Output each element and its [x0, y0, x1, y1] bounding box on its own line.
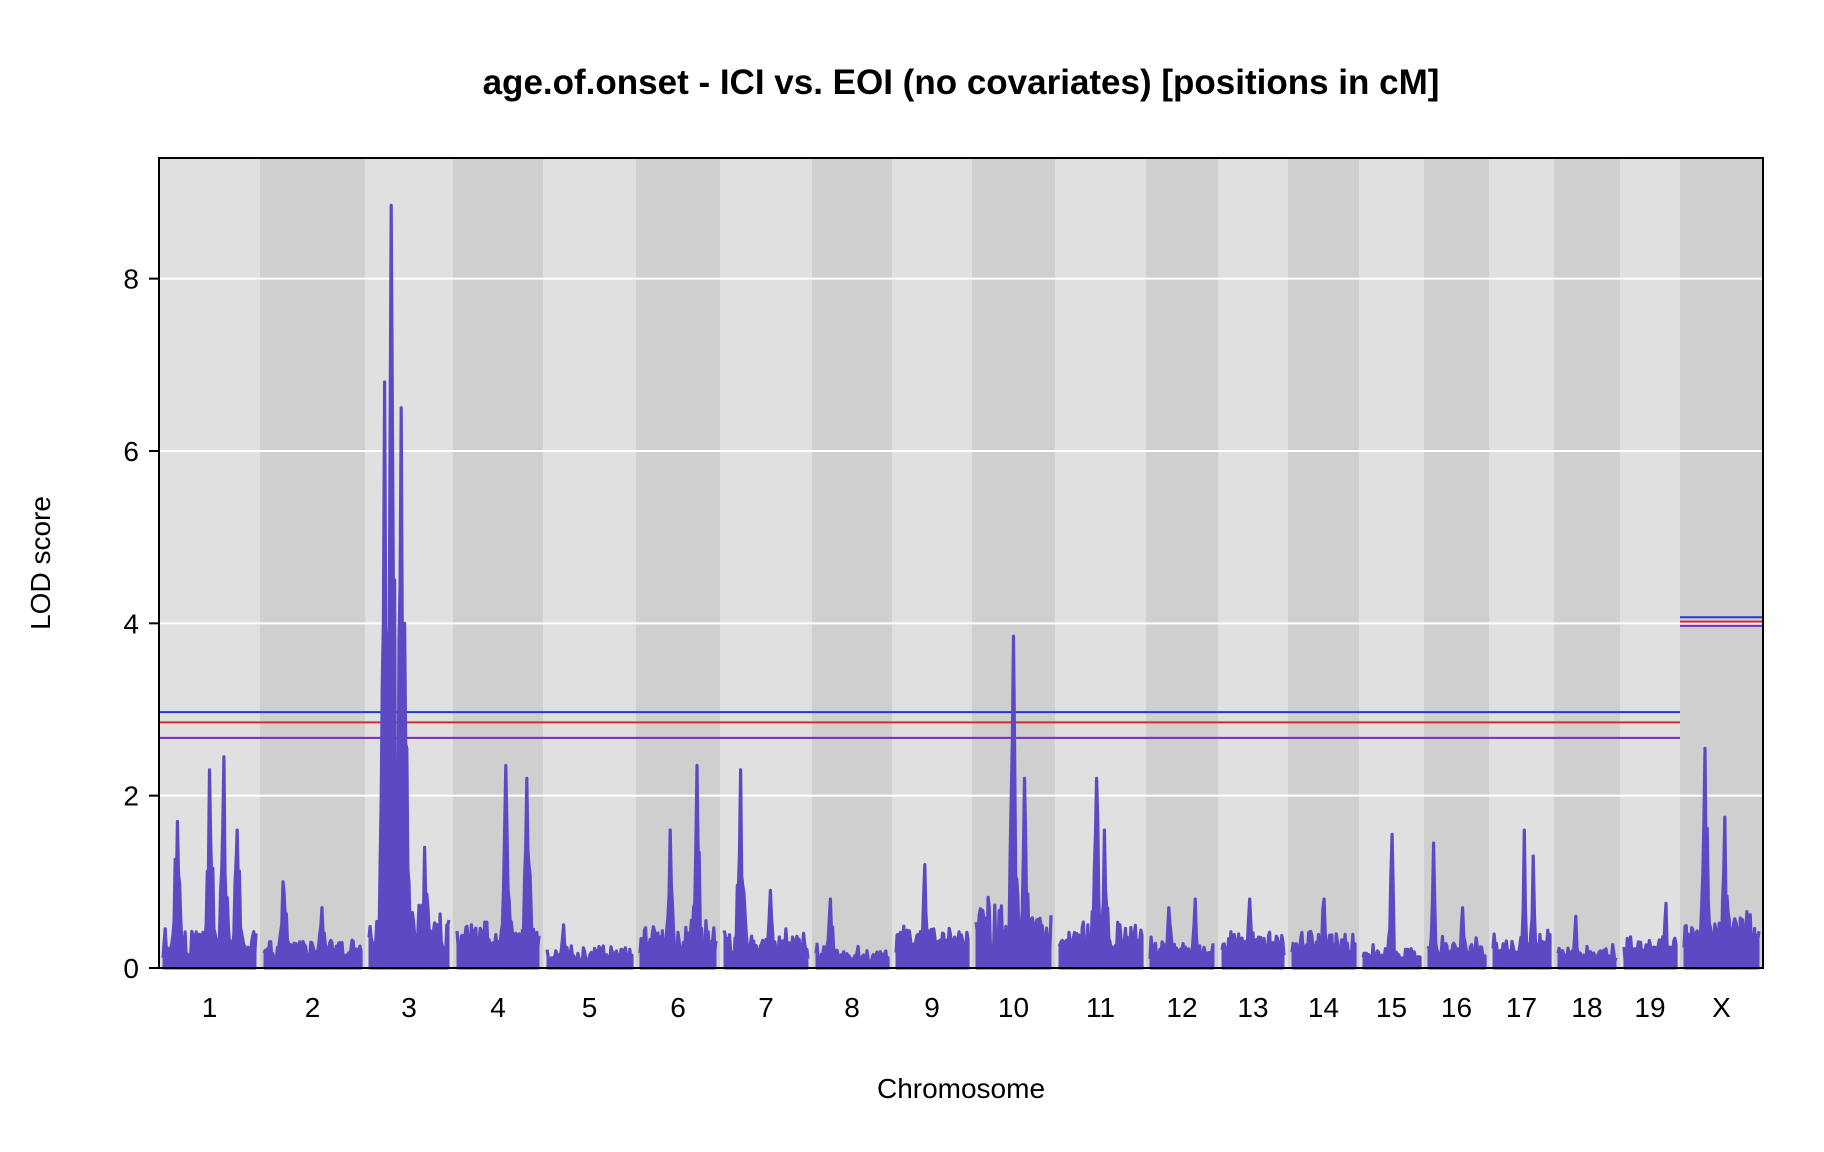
band-chr-13 — [1218, 158, 1288, 968]
lod-trace-chr-7 — [722, 768, 810, 970]
x-axis: 1 2 3 4 5 6 7 8 9 10 11 12 13 14 15 16 17 18 19 X — [202, 992, 1731, 1023]
x-tick-label-chr-4: 4 — [490, 992, 506, 1023]
y-tick-label: 6 — [123, 436, 139, 467]
x-tick-label-chr-18: 18 — [1571, 992, 1602, 1023]
y-axis-label: LOD score — [25, 496, 56, 630]
lod-trace-chr-11 — [1057, 776, 1144, 970]
lod-trace-chr-X — [1682, 746, 1761, 970]
band-chr-5 — [543, 158, 636, 968]
x-tick-label-chr-2: 2 — [305, 992, 321, 1023]
lod-trace-chr-15 — [1361, 832, 1422, 970]
x-tick-label-chr-X: X — [1712, 992, 1731, 1023]
lod-trace-chr-5 — [545, 923, 634, 970]
x-tick-label-chr-13: 13 — [1237, 992, 1268, 1023]
y-tick-label: 8 — [123, 264, 139, 295]
x-tick-label-chr-8: 8 — [844, 992, 860, 1023]
x-tick-label-chr-15: 15 — [1376, 992, 1407, 1023]
y-axis: 0 2 4 6 8 — [123, 264, 159, 984]
x-tick-label-chr-14: 14 — [1308, 992, 1339, 1023]
band-chr-11 — [1055, 158, 1146, 968]
band-chr-16 — [1424, 158, 1489, 968]
x-tick-label-chr-9: 9 — [924, 992, 940, 1023]
y-tick-label: 2 — [123, 781, 139, 812]
lod-trace-chr-18 — [1556, 914, 1618, 970]
plot-frame — [158, 157, 1764, 969]
x-tick-label-chr-11: 11 — [1086, 992, 1115, 1023]
y-tick-label: 0 — [123, 953, 139, 984]
lod-trace-chr-6 — [638, 763, 718, 970]
x-tick-label-chr-6: 6 — [670, 992, 686, 1023]
lod-trace-chr-14 — [1290, 897, 1357, 970]
x-axis-label: Chromosome — [877, 1073, 1045, 1104]
x-tick-label-chr-3: 3 — [401, 992, 417, 1023]
y-tick-label: 4 — [123, 608, 139, 639]
lod-series — [161, 203, 1761, 970]
band-chr-14 — [1288, 158, 1359, 968]
lod-trace-chr-16 — [1426, 841, 1487, 970]
threshold-lines — [159, 616, 1763, 739]
band-chr-17 — [1489, 158, 1554, 968]
chart-title: age.of.onset - ICI vs. EOI (no covariate… — [483, 63, 1440, 102]
lod-trace-chr-8 — [814, 897, 890, 970]
chromosome-bands — [159, 158, 1763, 968]
lod-trace-chr-9 — [894, 863, 970, 970]
lod-trace-chr-1 — [161, 755, 258, 970]
lod-trace-chr-19 — [1622, 901, 1678, 970]
band-chr-8 — [812, 158, 892, 968]
x-tick-label-chr-19: 19 — [1634, 992, 1665, 1023]
x-tick-label-chr-16: 16 — [1441, 992, 1472, 1023]
grid-lines — [159, 277, 1763, 797]
x-tick-label-chr-5: 5 — [582, 992, 598, 1023]
lod-trace-chr-13 — [1220, 897, 1286, 970]
lod-trace-chr-17 — [1491, 828, 1552, 970]
lod-trace-chr-3 — [367, 203, 451, 970]
band-chr-X — [1680, 158, 1763, 968]
band-chr-7 — [720, 158, 812, 968]
x-tick-label-chr-10: 10 — [998, 992, 1029, 1023]
band-chr-6 — [636, 158, 720, 968]
band-chr-19 — [1620, 158, 1680, 968]
x-tick-label-chr-17: 17 — [1506, 992, 1537, 1023]
x-tick-label-chr-12: 12 — [1166, 992, 1197, 1023]
band-chr-2 — [260, 158, 365, 968]
band-chr-12 — [1146, 158, 1218, 968]
band-chr-18 — [1554, 158, 1620, 968]
band-chr-9 — [892, 158, 972, 968]
lod-trace-chr-2 — [262, 880, 363, 970]
lod-trace-chr-10 — [974, 634, 1053, 970]
x-tick-label-chr-1: 1 — [202, 992, 218, 1023]
x-tick-label-chr-7: 7 — [758, 992, 774, 1023]
